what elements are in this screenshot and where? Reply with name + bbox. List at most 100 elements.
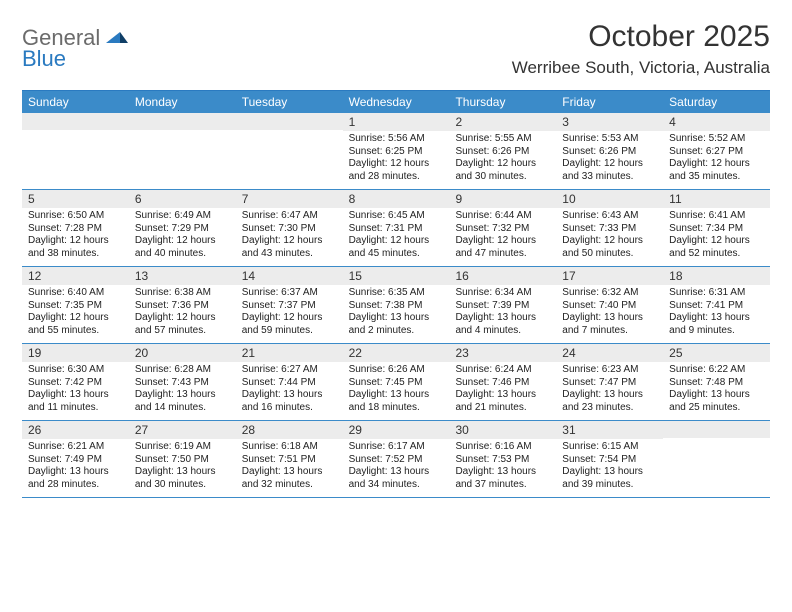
day-details: Sunrise: 6:37 AMSunset: 7:37 PMDaylight:… xyxy=(236,287,343,337)
day-detail-line: Daylight: 13 hours and 2 minutes. xyxy=(349,312,444,337)
day-detail-line: Daylight: 12 hours and 47 minutes. xyxy=(455,235,550,260)
day-details: Sunrise: 6:16 AMSunset: 7:53 PMDaylight:… xyxy=(449,441,556,491)
day-details: Sunrise: 6:43 AMSunset: 7:33 PMDaylight:… xyxy=(556,210,663,260)
day-details: Sunrise: 6:40 AMSunset: 7:35 PMDaylight:… xyxy=(22,287,129,337)
day-detail-line: Sunset: 7:31 PM xyxy=(349,223,444,236)
dow-sunday: Sunday xyxy=(22,91,129,113)
day-details: Sunrise: 6:49 AMSunset: 7:29 PMDaylight:… xyxy=(129,210,236,260)
day-details: Sunrise: 6:17 AMSunset: 7:52 PMDaylight:… xyxy=(343,441,450,491)
day-cell: 1Sunrise: 5:56 AMSunset: 6:25 PMDaylight… xyxy=(343,113,450,189)
day-number: 14 xyxy=(236,267,343,285)
day-details: Sunrise: 6:24 AMSunset: 7:46 PMDaylight:… xyxy=(449,364,556,414)
day-cell: 9 Sunrise: 6:44 AMSunset: 7:32 PMDaylight… xyxy=(449,190,556,266)
day-detail-line: Sunrise: 6:17 AM xyxy=(349,441,444,454)
location: Werribee South, Victoria, Australia xyxy=(512,58,770,78)
day-cell: 16Sunrise: 6:34 AMSunset: 7:39 PMDayligh… xyxy=(449,267,556,343)
day-details: Sunrise: 6:22 AMSunset: 7:48 PMDaylight:… xyxy=(663,364,770,414)
day-detail-line: Sunrise: 6:30 AM xyxy=(28,364,123,377)
day-number: 31 xyxy=(556,421,663,439)
logo-word-blue: Blue xyxy=(22,46,66,71)
day-number: 17 xyxy=(556,267,663,285)
day-detail-line: Sunset: 7:36 PM xyxy=(135,300,230,313)
day-detail-line: Daylight: 13 hours and 30 minutes. xyxy=(135,466,230,491)
day-cell: 5Sunrise: 6:50 AMSunset: 7:28 PMDaylight… xyxy=(22,190,129,266)
day-detail-line: Sunset: 7:34 PM xyxy=(669,223,764,236)
day-cell: 10Sunrise: 6:43 AMSunset: 7:33 PMDayligh… xyxy=(556,190,663,266)
day-detail-line: Sunset: 7:46 PM xyxy=(455,377,550,390)
day-detail-line: Sunset: 7:42 PM xyxy=(28,377,123,390)
day-cell: 25 Sunrise: 6:22 AMSunset: 7:48 PMDayligh… xyxy=(663,344,770,420)
day-detail-line: Daylight: 12 hours and 30 minutes. xyxy=(455,158,550,183)
day-cell: 4Sunrise: 5:52 AMSunset: 6:27 PMDaylight… xyxy=(663,113,770,189)
day-number: 9 xyxy=(449,190,556,208)
day-detail-line: Sunrise: 6:43 AM xyxy=(562,210,657,223)
day-detail-line: Sunset: 7:39 PM xyxy=(455,300,550,313)
day-details: Sunrise: 6:23 AMSunset: 7:47 PMDaylight:… xyxy=(556,364,663,414)
day-cell: 22 Sunrise: 6:26 AMSunset: 7:45 PMDayligh… xyxy=(343,344,450,420)
day-details: Sunrise: 6:15 AMSunset: 7:54 PMDaylight:… xyxy=(556,441,663,491)
day-detail-line: Sunset: 7:43 PM xyxy=(135,377,230,390)
day-number: 29 xyxy=(343,421,450,439)
day-detail-line: Sunrise: 6:35 AM xyxy=(349,287,444,300)
day-details: Sunrise: 5:53 AMSunset: 6:26 PMDaylight:… xyxy=(556,133,663,183)
day-cell: 15Sunrise: 6:35 AMSunset: 7:38 PMDayligh… xyxy=(343,267,450,343)
day-detail-line: Sunset: 7:28 PM xyxy=(28,223,123,236)
day-detail-line: Sunrise: 6:49 AM xyxy=(135,210,230,223)
day-detail-line: Sunset: 7:41 PM xyxy=(669,300,764,313)
day-number: 19 xyxy=(22,344,129,362)
day-details: Sunrise: 5:56 AMSunset: 6:25 PMDaylight:… xyxy=(343,133,450,183)
week-row: 26Sunrise: 6:21 AMSunset: 7:49 PMDayligh… xyxy=(22,421,770,498)
day-detail-line: Sunset: 7:50 PM xyxy=(135,454,230,467)
day-number: 25 xyxy=(663,344,770,362)
day-number: 22 xyxy=(343,344,450,362)
day-detail-line: Sunset: 7:51 PM xyxy=(242,454,337,467)
title-block: October 2025 Werribee South, Victoria, A… xyxy=(512,20,770,78)
day-detail-line: Sunset: 7:32 PM xyxy=(455,223,550,236)
day-details: Sunrise: 6:30 AMSunset: 7:42 PMDaylight:… xyxy=(22,364,129,414)
day-cell: 17Sunrise: 6:32 AMSunset: 7:40 PMDayligh… xyxy=(556,267,663,343)
day-number xyxy=(663,421,770,438)
day-detail-line: Daylight: 13 hours and 25 minutes. xyxy=(669,389,764,414)
day-cell: 6Sunrise: 6:49 AMSunset: 7:29 PMDaylight… xyxy=(129,190,236,266)
day-cell: 31 Sunrise: 6:15 AMSunset: 7:54 PMDayligh… xyxy=(556,421,663,497)
day-cell: 7Sunrise: 6:47 AMSunset: 7:30 PMDaylight… xyxy=(236,190,343,266)
day-details: Sunrise: 6:50 AMSunset: 7:28 PMDaylight:… xyxy=(22,210,129,260)
day-detail-line: Sunset: 6:26 PM xyxy=(455,146,550,159)
day-details: Sunrise: 6:47 AMSunset: 7:30 PMDaylight:… xyxy=(236,210,343,260)
day-detail-line: Sunrise: 6:16 AM xyxy=(455,441,550,454)
day-detail-line: Daylight: 12 hours and 59 minutes. xyxy=(242,312,337,337)
day-cell: 20Sunrise: 6:28 AMSunset: 7:43 PMDayligh… xyxy=(129,344,236,420)
day-detail-line: Daylight: 13 hours and 14 minutes. xyxy=(135,389,230,414)
day-number: 28 xyxy=(236,421,343,439)
day-cell: 14 Sunrise: 6:37 AMSunset: 7:37 PMDayligh… xyxy=(236,267,343,343)
day-cell: 23Sunrise: 6:24 AMSunset: 7:46 PMDayligh… xyxy=(449,344,556,420)
day-detail-line: Sunrise: 6:28 AM xyxy=(135,364,230,377)
day-details: Sunrise: 6:26 AMSunset: 7:45 PMDaylight:… xyxy=(343,364,450,414)
day-detail-line: Daylight: 12 hours and 43 minutes. xyxy=(242,235,337,260)
week-row: 12 Sunrise: 6:40 AMSunset: 7:35 PMDayligh… xyxy=(22,267,770,344)
day-detail-line: Daylight: 12 hours and 52 minutes. xyxy=(669,235,764,260)
day-detail-line: Sunset: 7:48 PM xyxy=(669,377,764,390)
day-detail-line: Daylight: 12 hours and 35 minutes. xyxy=(669,158,764,183)
day-detail-line: Daylight: 13 hours and 34 minutes. xyxy=(349,466,444,491)
day-details: Sunrise: 6:41 AMSunset: 7:34 PMDaylight:… xyxy=(663,210,770,260)
day-detail-line: Daylight: 13 hours and 16 minutes. xyxy=(242,389,337,414)
day-detail-line: Sunrise: 5:52 AM xyxy=(669,133,764,146)
day-detail-line: Sunset: 7:47 PM xyxy=(562,377,657,390)
day-detail-line: Sunrise: 6:40 AM xyxy=(28,287,123,300)
day-cell: 18Sunrise: 6:31 AMSunset: 7:41 PMDayligh… xyxy=(663,267,770,343)
day-number: 30 xyxy=(449,421,556,439)
day-detail-line: Sunset: 7:40 PM xyxy=(562,300,657,313)
day-detail-line: Sunrise: 6:38 AM xyxy=(135,287,230,300)
day-detail-line: Sunset: 6:25 PM xyxy=(349,146,444,159)
day-details: Sunrise: 6:44 AMSunset: 7:32 PMDaylight:… xyxy=(449,210,556,260)
day-number: 21 xyxy=(236,344,343,362)
day-details: Sunrise: 6:34 AMSunset: 7:39 PMDaylight:… xyxy=(449,287,556,337)
day-detail-line: Sunrise: 5:53 AM xyxy=(562,133,657,146)
day-number xyxy=(236,113,343,130)
day-number: 12 xyxy=(22,267,129,285)
day-detail-line: Sunset: 7:44 PM xyxy=(242,377,337,390)
day-number: 2 xyxy=(449,113,556,131)
day-detail-line: Daylight: 12 hours and 33 minutes. xyxy=(562,158,657,183)
day-detail-line: Sunrise: 5:55 AM xyxy=(455,133,550,146)
